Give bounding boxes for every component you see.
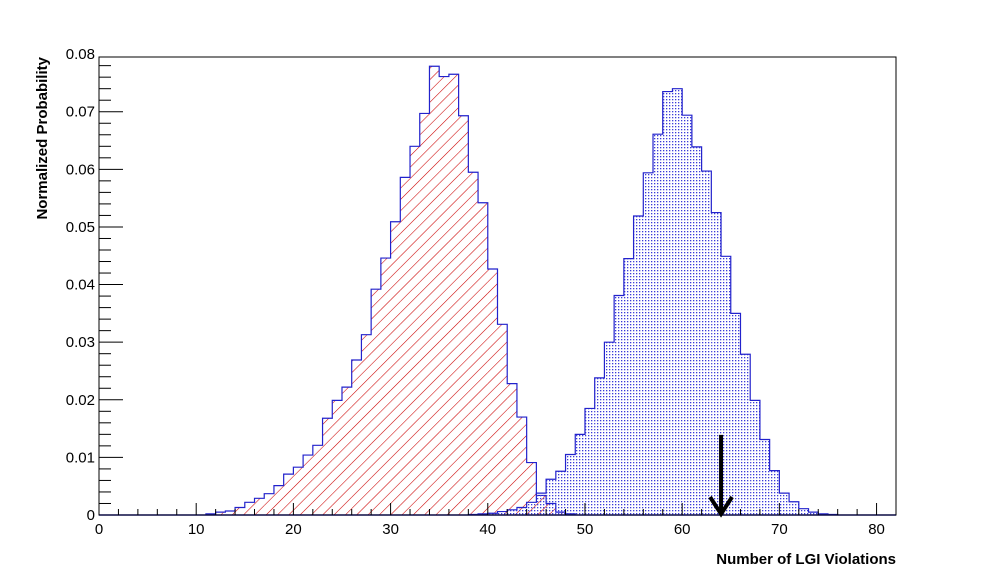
histogram-bar — [662, 91, 673, 515]
histogram-bar — [468, 172, 479, 515]
histogram-bar — [711, 212, 722, 515]
histogram-bar — [507, 383, 517, 515]
histogram-bar — [390, 221, 401, 516]
y-tick-label: 0.04 — [66, 277, 95, 294]
y-tick-label: 0.08 — [66, 46, 95, 63]
histogram-bar — [789, 501, 799, 515]
histogram-bar — [653, 134, 663, 515]
series-1 — [205, 65, 576, 516]
x-tick-label: 10 — [188, 521, 205, 538]
x-tick-label: 70 — [771, 521, 788, 538]
histogram-bar — [691, 146, 702, 515]
y-tick-labels: 0 0.01 0.02 0.03 0.04 0.05 0.06 0.07 0.08 — [66, 46, 95, 524]
histogram-bar — [332, 400, 342, 515]
histogram-bar — [439, 76, 449, 516]
histogram-bar — [779, 493, 790, 515]
y-tick-label: 0.03 — [66, 334, 95, 351]
y-tick-label: 0.06 — [66, 161, 95, 178]
histogram-bar — [575, 434, 585, 515]
y-tick-label: 0.01 — [66, 449, 95, 466]
histogram-bar — [516, 507, 527, 515]
histogram-bar — [497, 511, 508, 515]
histogram-bar — [264, 493, 274, 515]
y-tick-label: 0.05 — [66, 219, 95, 236]
histogram-bar — [303, 455, 313, 515]
histogram-bar — [798, 508, 809, 515]
x-tick-label: 30 — [382, 521, 399, 538]
histogram-bar — [604, 342, 615, 515]
histogram-bar — [351, 360, 362, 515]
histogram-bar — [225, 510, 236, 515]
histogram-bar — [429, 66, 440, 515]
x-tick-label: 50 — [577, 521, 594, 538]
histogram-bar — [526, 462, 537, 515]
histogram-bar — [526, 502, 537, 515]
histogram-bar — [293, 467, 304, 515]
histogram-bar — [565, 454, 576, 515]
histogram-bar — [750, 400, 760, 515]
histogram-bar — [487, 269, 498, 515]
histogram-bar — [555, 471, 566, 515]
histogram-bar — [759, 439, 770, 515]
histogram-bar — [682, 115, 692, 516]
histogram-bar — [458, 115, 469, 515]
y-tick-label: 0.02 — [66, 392, 95, 409]
histogram-bar — [361, 334, 372, 515]
histogram-bar — [507, 509, 517, 515]
histogram-bar — [594, 377, 605, 515]
x-axis-title: Number of LGI Violations — [716, 551, 896, 568]
histogram-bar — [730, 313, 741, 515]
series-2 — [467, 88, 839, 516]
histogram-bar — [546, 479, 556, 515]
histogram-bar — [254, 498, 265, 515]
histogram-bar — [410, 146, 420, 515]
histogram-bar — [623, 258, 634, 515]
histogram-bar — [497, 324, 508, 515]
histogram-bar — [643, 172, 654, 516]
histogram-bar — [614, 295, 624, 515]
x-tick-label: 40 — [479, 521, 496, 538]
series-outline — [467, 88, 839, 516]
x-tick-label: 20 — [285, 521, 302, 538]
histogram-bar — [808, 512, 819, 515]
histogram-bar — [769, 470, 780, 515]
histogram-bar — [380, 258, 391, 515]
histogram-bar — [419, 113, 430, 516]
histogram-bar — [215, 512, 226, 515]
histogram-bar — [584, 408, 595, 515]
x-tick-label: 0 — [95, 521, 103, 538]
annotation-arrow — [708, 434, 734, 518]
histogram-bar — [633, 216, 644, 515]
histogram-bar — [235, 507, 245, 515]
histogram-bar — [701, 171, 712, 515]
histogram-bar — [672, 88, 683, 515]
histogram-bar — [273, 485, 284, 515]
histogram-bar — [400, 177, 411, 515]
series-layer — [99, 65, 896, 516]
x-tick-label: 60 — [674, 521, 691, 538]
histogram-bar — [478, 202, 488, 515]
y-axis-title: Normalized Probability — [34, 56, 51, 219]
histogram-bar — [487, 513, 498, 515]
plot-frame — [98, 56, 897, 516]
x-tick-label: 80 — [868, 521, 885, 538]
histogram-bar — [448, 74, 459, 515]
y-tick-label: 0.07 — [66, 104, 95, 121]
histogram-bar — [341, 387, 352, 515]
histogram-bar — [721, 256, 731, 515]
histogram-bar — [536, 493, 547, 515]
histogram-bar — [516, 417, 527, 515]
histogram-bar — [322, 418, 333, 515]
y-tick-label: 0 — [87, 507, 95, 524]
series-outline — [205, 65, 576, 515]
arrow-head — [708, 495, 734, 518]
x-tick-labels: 0 10 20 30 40 50 60 70 80 — [95, 521, 885, 538]
histogram-bar — [312, 445, 323, 515]
histogram-bar — [283, 474, 294, 515]
histogram-bar — [371, 289, 381, 515]
histogram-bar — [244, 502, 255, 515]
histogram-bar — [740, 354, 751, 515]
